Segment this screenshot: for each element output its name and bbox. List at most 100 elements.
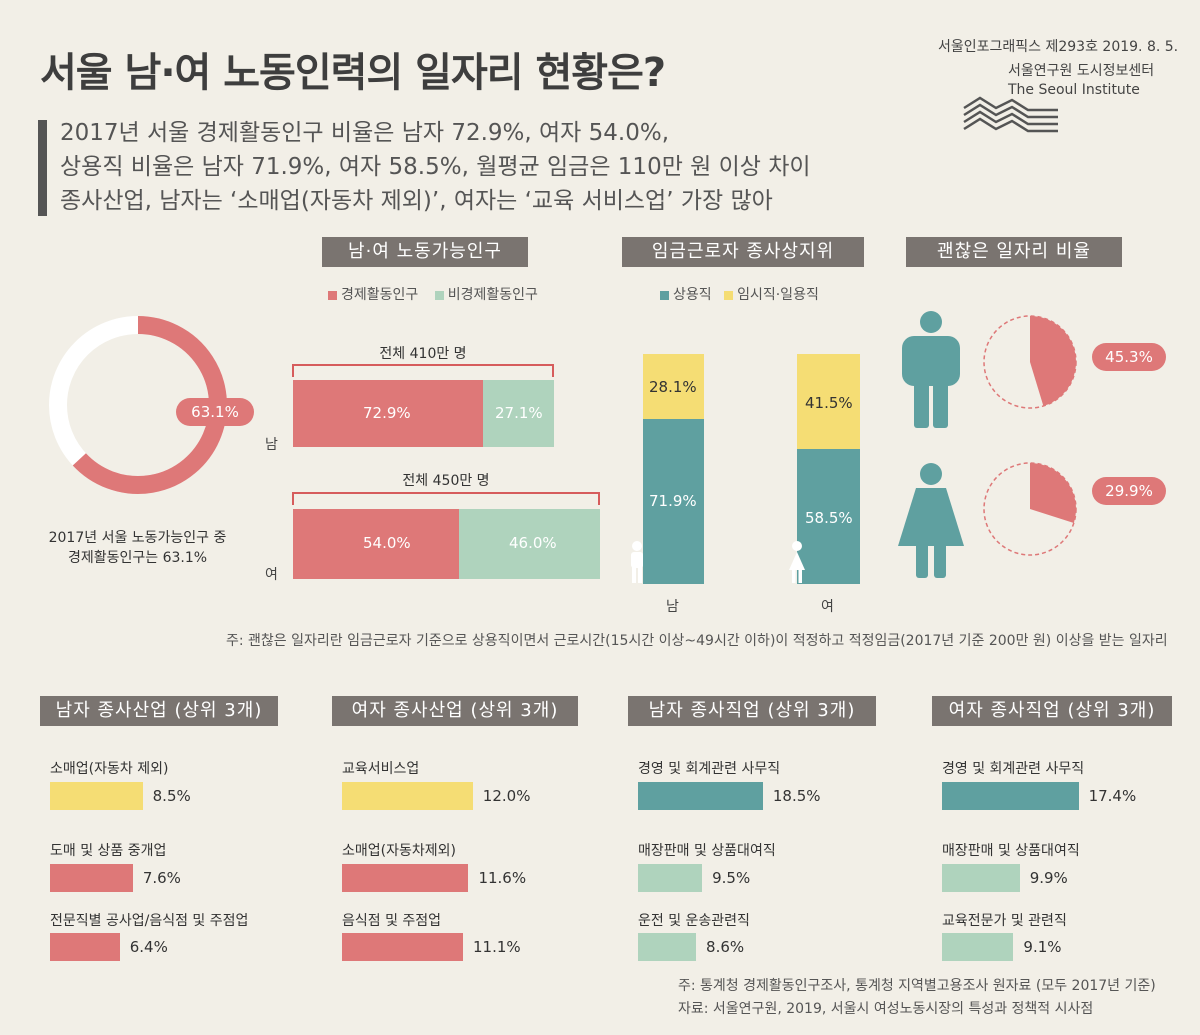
panel-2-value: 11.6% <box>478 869 527 887</box>
panel-4-value: 9.1% <box>1023 938 1062 956</box>
male-row-label: 남 <box>265 437 278 453</box>
donut-caption-1: 2017년 서울 노동가능인구 중 <box>48 530 227 546</box>
panel-4-item-label: 매장판매 및 상품대여직 <box>942 843 1080 859</box>
panel-4-bar <box>942 933 1014 961</box>
male-small-icon <box>631 541 643 583</box>
male-temporary-segment <box>643 354 704 419</box>
panel-4-bar <box>942 864 1020 892</box>
panel-2-bar <box>342 933 463 961</box>
legend-regular-label: 상용직 <box>673 287 712 303</box>
female-active-label: 54.0% <box>363 534 411 552</box>
male-regular-segment <box>643 418 704 584</box>
panel-1-item-label: 전문직별 공사업/음식점 및 주점업 <box>50 913 249 929</box>
panel-title-3: 남자 종사직업 (상위 3개) <box>628 696 876 726</box>
donut-caption: 2017년 서울 노동가능인구 중 경제활동인구는 63.1% <box>30 528 245 568</box>
female-decent-job-slice <box>1030 463 1076 523</box>
panel-3-item-label: 경영 및 회계관련 사무직 <box>638 761 781 777</box>
panel-4-value: 17.4% <box>1088 787 1137 805</box>
panel-1-bar <box>50 864 133 892</box>
male-decent-job-pie <box>983 315 1077 409</box>
female-regular-segment <box>797 449 860 584</box>
male-inactive-label: 27.1% <box>495 404 543 422</box>
summary-line-3: 종사산업, 남자는 ‘소매업(자동차 제외)’, 여자는 ‘교육 서비스업’ 가… <box>60 188 773 214</box>
panel-4-item-label: 교육전문가 및 관련직 <box>942 913 1067 929</box>
panel-2-value: 12.0% <box>482 787 531 805</box>
reference-note: 자료: 서울연구원, 2019, 서울시 여성노동시장의 특성과 정책적 시사점 <box>678 1001 1094 1017</box>
panel-3-item-label: 운전 및 운송관련직 <box>638 913 750 929</box>
panel-3-bar <box>638 782 763 810</box>
panel-1-value: 7.6% <box>142 869 181 887</box>
organization: 서울연구원 도시정보센터 The Seoul Institute <box>1008 62 1154 100</box>
institute-logo-icon <box>963 96 1058 133</box>
male-active-segment <box>293 380 484 447</box>
female-status-column: 41.5% 58.5% <box>797 354 860 584</box>
female-person-icon <box>898 463 964 578</box>
donut-arc <box>72 316 227 494</box>
summary-bar <box>38 120 47 216</box>
legend-swatch-temporary <box>724 290 734 300</box>
male-regular-label: 71.9% <box>649 492 697 510</box>
summary-line-2: 상용직 비율은 남자 71.9%, 여자 58.5%, 월평균 임금은 110만… <box>60 154 811 180</box>
panel-2-item-label: 교육서비스업 <box>342 761 420 777</box>
panel-3-value: 18.5% <box>772 787 821 805</box>
female-total-label: 전체 450만 명 <box>402 473 490 489</box>
male-decent-job-label: 45.3% <box>1092 343 1166 371</box>
male-total-label: 전체 410만 명 <box>379 346 467 362</box>
panel-title-4: 여자 종사직업 (상위 3개) <box>932 696 1172 726</box>
female-row-label: 여 <box>265 567 278 583</box>
panel-1-bar <box>50 782 143 810</box>
male-active-label: 72.9% <box>363 404 411 422</box>
male-temporary-label: 28.1% <box>649 378 697 396</box>
female-decent-job-label: 29.9% <box>1092 477 1166 505</box>
page-title: 서울 남·여 노동인력의 일자리 현황은? <box>40 50 666 96</box>
legend-swatch-regular <box>660 290 669 300</box>
section-title-status: 임금근로자 종사상지위 <box>622 237 864 267</box>
legend-swatch-inactive <box>434 290 444 300</box>
donut-caption-2: 경제활동인구는 63.1% <box>67 550 208 566</box>
summary-line-1: 2017년 서울 경제활동인구 비율은 남자 72.9%, 여자 54.0%, <box>60 120 670 146</box>
panel-1-bar <box>50 933 120 961</box>
issue-label: 서울인포그래픽스 제293호 2019. 8. 5. <box>938 39 1179 55</box>
section-title-decent-jobs: 괜찮은 일자리 비율 <box>906 237 1122 267</box>
female-temporary-segment <box>797 354 860 450</box>
female-decent-job-pie <box>983 462 1077 556</box>
decent-job-note: 주: 괜찮은 일자리란 임금근로자 기준으로 상용직이면서 근로시간(15시간 … <box>226 633 1168 649</box>
panel-1-item-label: 소매업(자동차 제외) <box>50 761 169 777</box>
female-small-icon <box>789 541 805 583</box>
male-decent-job-slice <box>1030 316 1076 407</box>
panel-3-bar <box>638 933 697 961</box>
male-population-bar: 72.9% 27.1% <box>293 380 554 447</box>
panel-1-item-label: 도매 및 상품 중개업 <box>50 843 167 859</box>
panel-2-bar <box>342 864 469 892</box>
panel-3-bar <box>638 864 703 892</box>
male-person-icon <box>902 311 960 428</box>
male-inactive-segment <box>483 380 554 447</box>
panel-3-value: 8.6% <box>706 938 745 956</box>
male-status-column: 28.1% 71.9% <box>643 354 704 584</box>
source-note: 주: 통계청 경제활동인구조사, 통계청 지역별고용조사 원자료 (모두 201… <box>678 978 1156 994</box>
panel-4-value: 9.9% <box>1029 869 1068 887</box>
org-korean: 서울연구원 도시정보센터 <box>1008 63 1155 79</box>
status-female-label: 여 <box>821 599 834 615</box>
status-male-label: 남 <box>666 599 679 615</box>
female-population-bar: 54.0% 46.0% <box>293 509 600 579</box>
section-title-population: 남·여 노동가능인구 <box>322 237 528 267</box>
panel-2-item-label: 음식점 및 주점업 <box>342 913 442 929</box>
panel-3-item-label: 매장판매 및 상품대여직 <box>638 843 776 859</box>
panel-3-value: 9.5% <box>712 869 751 887</box>
donut-value-label: 63.1% <box>176 398 254 426</box>
legend-swatch-active <box>328 290 337 300</box>
male-bracket <box>292 364 554 377</box>
panel-1-value: 8.5% <box>152 787 191 805</box>
org-english: The Seoul Institute <box>1008 82 1140 98</box>
legend-temporary-label: 임시직·일용직 <box>737 287 819 303</box>
panel-1-value: 6.4% <box>129 938 168 956</box>
legend-population: 경제활동인구 비경제활동인구 <box>328 284 538 304</box>
legend-active-label: 경제활동인구 <box>341 287 419 303</box>
summary: 2017년 서울 경제활동인구 비율은 남자 72.9%, 여자 54.0%, … <box>60 116 811 218</box>
panel-4-bar <box>942 782 1079 810</box>
legend-inactive-label: 비경제활동인구 <box>447 287 538 303</box>
legend-status: 상용직 임시직·일용직 <box>660 284 819 304</box>
panel-2-bar <box>342 782 473 810</box>
panel-title-2: 여자 종사산업 (상위 3개) <box>332 696 578 726</box>
